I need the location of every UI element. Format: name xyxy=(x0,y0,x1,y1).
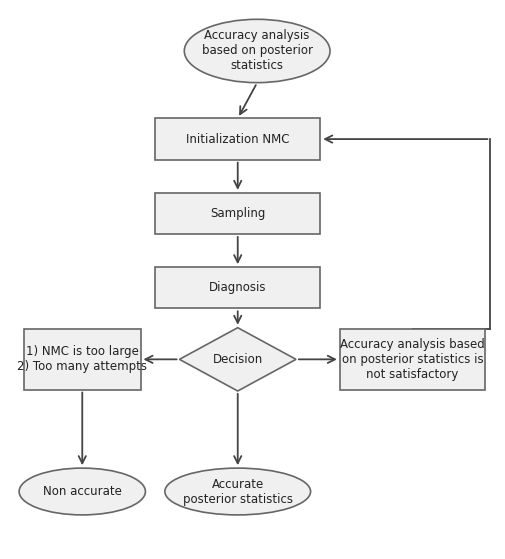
Ellipse shape xyxy=(165,468,310,515)
Text: Sampling: Sampling xyxy=(210,207,265,220)
Text: Diagnosis: Diagnosis xyxy=(209,281,266,294)
Text: Accuracy analysis based
on posterior statistics is
not satisfactory: Accuracy analysis based on posterior sta… xyxy=(339,338,484,381)
Ellipse shape xyxy=(184,20,329,83)
Text: Accurate
posterior statistics: Accurate posterior statistics xyxy=(182,477,292,505)
Ellipse shape xyxy=(19,468,145,515)
Text: Decision: Decision xyxy=(212,353,262,366)
Text: Initialization NMC: Initialization NMC xyxy=(186,132,289,145)
FancyBboxPatch shape xyxy=(24,329,140,390)
Text: Non accurate: Non accurate xyxy=(43,485,122,498)
FancyBboxPatch shape xyxy=(339,329,484,390)
FancyBboxPatch shape xyxy=(155,119,320,160)
FancyBboxPatch shape xyxy=(155,267,320,309)
FancyBboxPatch shape xyxy=(155,193,320,234)
Text: 1) NMC is too large
2) Too many attempts: 1) NMC is too large 2) Too many attempts xyxy=(17,345,147,373)
Text: Accuracy analysis
based on posterior
statistics: Accuracy analysis based on posterior sta… xyxy=(201,30,312,73)
Polygon shape xyxy=(179,328,295,391)
